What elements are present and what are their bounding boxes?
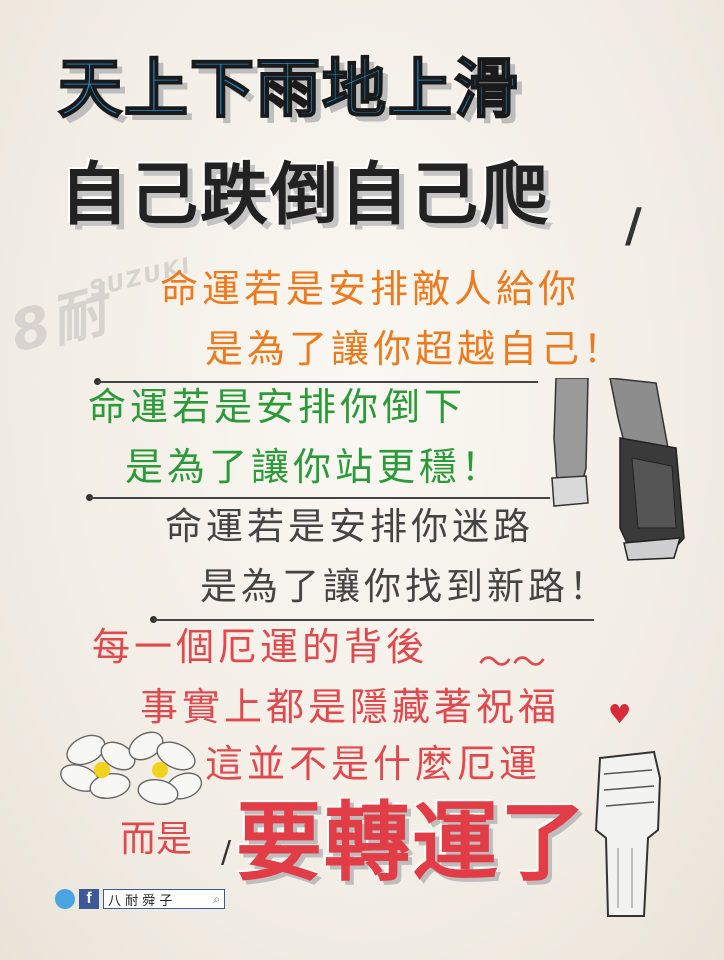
page-name-label: 八 耐 舜 子 xyxy=(108,893,173,909)
title-line-1: 天上下雨地上滑 xyxy=(57,53,520,127)
divider-line-2 xyxy=(90,497,550,499)
red-verse-line-4: 而是 xyxy=(120,819,193,860)
gray-verse-line-2: 是為了讓你找到新路！ xyxy=(200,565,610,608)
divider-dot xyxy=(94,378,101,385)
green-verse-line-2: 是為了讓你站更穩！ xyxy=(125,445,504,489)
slash-mark: / xyxy=(221,835,232,870)
search-icon: ⌕ xyxy=(213,891,220,906)
divider-dot xyxy=(86,494,93,501)
facebook-page-footer: f 八 耐 舜 子 ⌕ xyxy=(55,888,225,910)
orange-verse-line-2: 是為了讓你超越自己！ xyxy=(205,327,626,371)
title-slash-mark: / xyxy=(625,198,642,252)
fist-illustration xyxy=(594,750,662,917)
orange-verse-line-1: 命運若是安排敵人給你 xyxy=(160,267,581,311)
divider-dot xyxy=(150,616,157,623)
headline-turn-luck: 要轉運了 xyxy=(236,793,588,893)
flower-illustration xyxy=(60,731,203,806)
red-verse-line-2: 事實上都是隱藏著祝福 xyxy=(140,685,561,729)
facebook-fan-icon xyxy=(55,889,75,909)
facebook-icon: f xyxy=(79,889,99,909)
title-line-2: 自己跌倒自己爬 xyxy=(60,156,551,235)
red-verse-line-1: 每一個厄運的背後 xyxy=(92,625,429,669)
red-verse-line-3: 這並不是什麼厄運 xyxy=(205,742,542,786)
green-verse-line-1: 命運若是安排你倒下 xyxy=(88,385,467,429)
walking-legs-illustration xyxy=(551,378,685,561)
divider-line-3 xyxy=(154,619,594,621)
page-search-box: 八 耐 舜 子 ⌕ xyxy=(103,889,225,909)
heart-icon: ♥ xyxy=(608,700,632,730)
divider-line-1 xyxy=(98,381,538,383)
wavy-dash-mark: 〜〜 xyxy=(478,643,546,683)
gray-verse-line-1: 命運若是安排你迷路 xyxy=(165,505,534,548)
